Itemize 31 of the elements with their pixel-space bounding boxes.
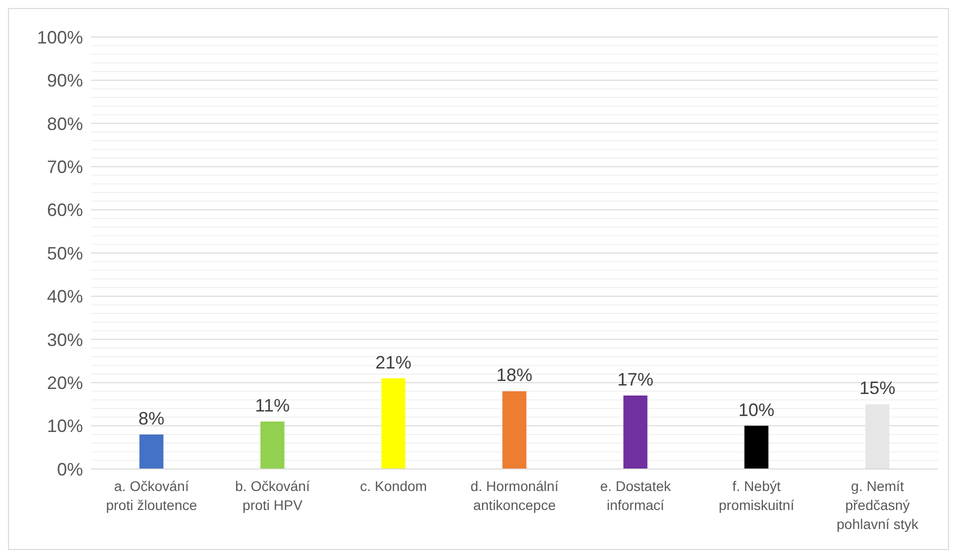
bar [260,421,284,469]
y-tick-label: 70% [46,156,83,177]
bar [139,434,164,469]
y-tick-label: 60% [46,200,83,220]
y-tick-label: 0% [56,459,83,480]
x-tick-label: e. Dostatek informací [600,478,672,513]
y-tick-label: 50% [46,243,83,264]
data-label: 8% [138,408,164,428]
data-label: 11% [255,395,290,416]
y-tick-label: 100% [36,27,83,48]
bar [381,378,406,469]
y-tick-label: 40% [46,286,83,307]
data-label: 21% [375,352,412,372]
data-label: 18% [496,365,532,386]
bar [623,396,648,469]
y-tick-label: 30% [46,330,83,350]
y-tick-label: 20% [46,372,83,393]
data-label: 10% [738,400,774,420]
bar [744,426,768,469]
data-label: 17% [617,370,654,390]
bar [502,391,526,469]
x-tick-label: b. Očkování proti HPV [235,478,310,513]
x-tick-label: f. Nebýt promiskuitní [718,478,794,513]
y-tick-label: 80% [46,114,83,134]
x-tick-label: a. Očkování proti žloutence [106,478,198,513]
y-tick-label: 90% [46,70,83,91]
x-tick-label: d. Hormonální antikoncepce [470,478,559,513]
data-label: 15% [859,378,896,398]
x-tick-label: g. Nemít předčasný pohlavní styk [836,478,920,532]
x-tick-label: c. Kondom [360,478,427,494]
y-tick-label: 10% [46,416,83,436]
